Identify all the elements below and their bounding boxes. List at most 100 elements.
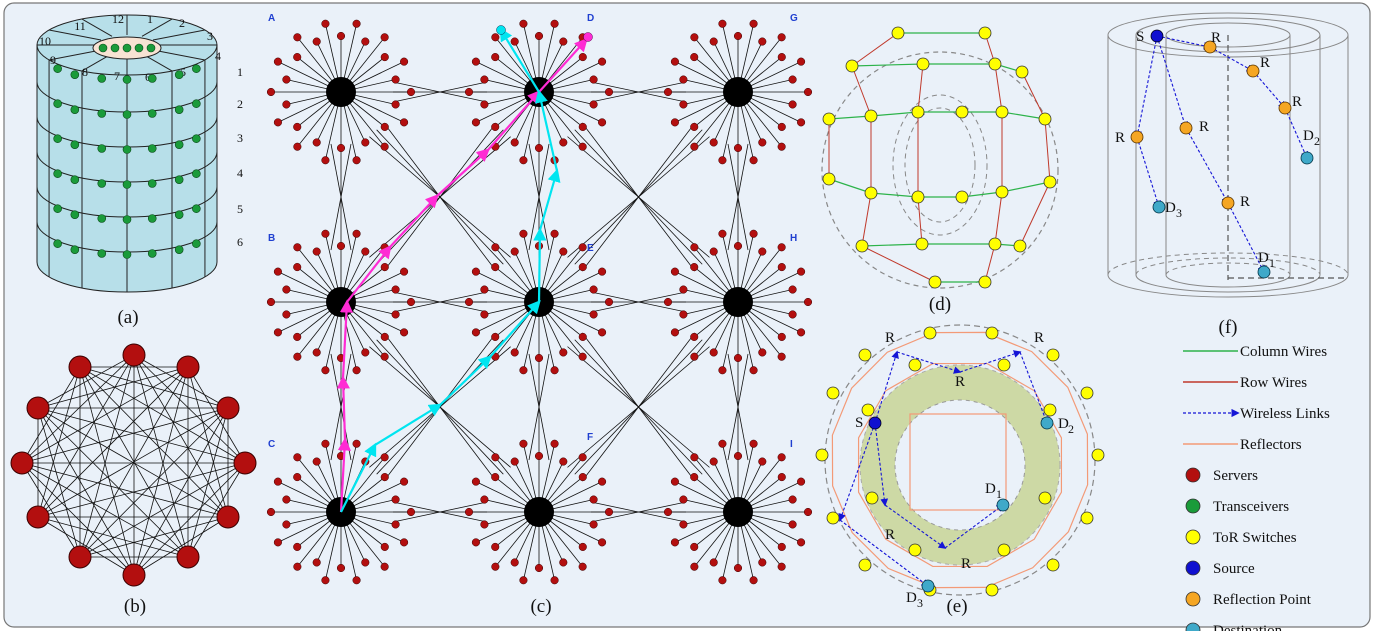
server-node (471, 328, 480, 337)
transceiver-dot (70, 140, 80, 149)
transceiver-dot (146, 43, 156, 53)
server-node (336, 143, 346, 153)
server-node (273, 267, 282, 276)
server-node (679, 100, 688, 109)
server-node (321, 229, 330, 238)
server-node (604, 297, 614, 307)
graph-edge (37, 366, 189, 518)
server-node (391, 285, 400, 294)
server-node (733, 31, 743, 41)
server-node (266, 297, 276, 307)
server-node (312, 247, 321, 256)
cylinder-reflection-panel (1107, 12, 1349, 298)
column-wire (870, 111, 919, 117)
tor-switch (865, 491, 879, 505)
transceiver-dot (192, 169, 201, 178)
panel-b-label: (b) (124, 596, 146, 617)
graph-edge (133, 354, 189, 558)
server-node (491, 243, 500, 252)
legend-wireless-links-label: Wireless Links (1240, 406, 1330, 422)
server-node (68, 355, 92, 379)
e-reflect-r4: R (885, 527, 895, 543)
server-node (282, 520, 291, 529)
server-node (749, 156, 758, 165)
server-node (797, 477, 806, 486)
server-node (670, 328, 679, 337)
grid-label-h: H (790, 233, 797, 244)
transceiver-dot (122, 145, 132, 154)
legend-reflection-point-swatch (1185, 591, 1201, 607)
switch-hub (723, 497, 753, 527)
f-reflect-r5: R (1199, 119, 1209, 135)
graph-edge (79, 354, 135, 558)
server-node (578, 542, 587, 551)
cylinder-bottom-back (1135, 257, 1321, 276)
f-reflect-r4: R (1115, 130, 1125, 146)
outer-dashed-ring (821, 51, 1059, 289)
server-node (336, 563, 346, 573)
reflection-point (1179, 121, 1193, 135)
e-dest-d2-sub: 2 (1068, 422, 1074, 436)
server-node (663, 87, 673, 97)
graph-edge (37, 366, 189, 409)
server-node (26, 505, 50, 529)
annulus-outer (859, 364, 1061, 566)
server-node (282, 75, 291, 84)
server-node (491, 122, 500, 131)
server-node (604, 507, 614, 517)
server-node (480, 100, 489, 109)
server-node (534, 563, 544, 573)
server-node (391, 520, 400, 529)
server-node (491, 263, 500, 272)
server-node (400, 267, 409, 276)
f-dest-d2-label: D (1303, 128, 1314, 144)
f-dest-d3-label: D (1165, 200, 1176, 216)
server-node (718, 576, 727, 585)
row-wire (851, 65, 872, 117)
legend-transceivers-swatch (1185, 498, 1201, 514)
wireless-link (1209, 46, 1255, 72)
server-node (598, 477, 607, 486)
transceiver-dot (147, 249, 157, 258)
tor-switch (845, 59, 859, 73)
e-reflect-r3: R (955, 374, 965, 390)
transceiver-dot (53, 64, 62, 73)
legend-tor-switches-swatch (1185, 529, 1201, 545)
tor-switch (1046, 348, 1060, 362)
reflection-point (1246, 64, 1260, 78)
server-node (293, 243, 302, 252)
server-node (758, 348, 767, 357)
transceiver-dot (53, 99, 62, 108)
server-node (749, 229, 758, 238)
server-node (559, 138, 568, 147)
server-node (777, 542, 786, 551)
cylinder-top-sector (152, 49, 206, 61)
server-node (578, 263, 587, 272)
destination-node (1040, 416, 1054, 430)
server-node (679, 520, 688, 529)
server-node (749, 366, 758, 375)
transceiver-dot (53, 204, 62, 213)
legend-column-wires-label: Column Wires (1240, 344, 1327, 360)
wireless-link (944, 504, 1005, 549)
server-node (10, 451, 34, 475)
server-node (352, 19, 361, 28)
server-node (589, 310, 598, 319)
server-node (471, 538, 480, 547)
server-node (690, 53, 699, 62)
server-node (391, 310, 400, 319)
server-node (464, 87, 474, 97)
wireless-link (1134, 35, 1158, 139)
legend-servers-label: Servers (1213, 468, 1258, 484)
cyan-route-segment (340, 442, 377, 513)
server-node (788, 75, 797, 84)
tor-switch (891, 26, 905, 40)
graph-edge (21, 462, 189, 558)
server-node (589, 285, 598, 294)
server-node (803, 87, 813, 97)
server-node (803, 507, 813, 517)
tor-switch (988, 237, 1002, 251)
tor-switch (1015, 65, 1029, 79)
